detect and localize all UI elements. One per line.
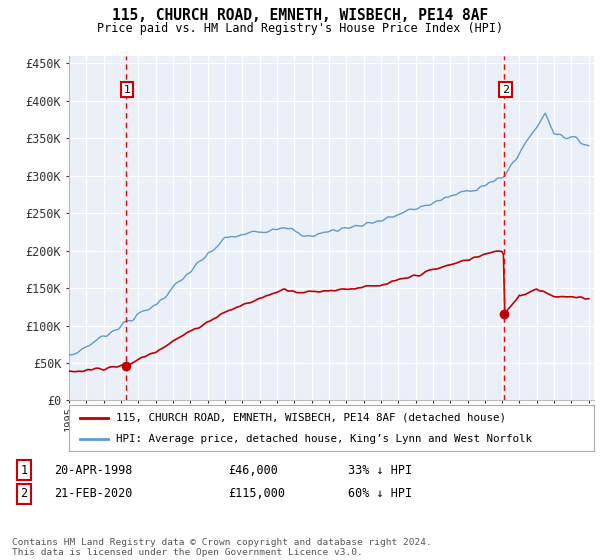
Text: 115, CHURCH ROAD, EMNETH, WISBECH, PE14 8AF (detached house): 115, CHURCH ROAD, EMNETH, WISBECH, PE14 … [116, 413, 506, 423]
Text: Price paid vs. HM Land Registry's House Price Index (HPI): Price paid vs. HM Land Registry's House … [97, 22, 503, 35]
Text: £46,000: £46,000 [228, 464, 278, 477]
Text: 60% ↓ HPI: 60% ↓ HPI [348, 487, 412, 501]
Text: 33% ↓ HPI: 33% ↓ HPI [348, 464, 412, 477]
Text: Contains HM Land Registry data © Crown copyright and database right 2024.
This d: Contains HM Land Registry data © Crown c… [12, 538, 432, 557]
Text: 1: 1 [20, 464, 28, 477]
Text: 20-APR-1998: 20-APR-1998 [54, 464, 133, 477]
Text: 21-FEB-2020: 21-FEB-2020 [54, 487, 133, 501]
Text: HPI: Average price, detached house, King’s Lynn and West Norfolk: HPI: Average price, detached house, King… [116, 435, 532, 444]
Text: £115,000: £115,000 [228, 487, 285, 501]
Text: 2: 2 [502, 85, 509, 95]
Text: 115, CHURCH ROAD, EMNETH, WISBECH, PE14 8AF: 115, CHURCH ROAD, EMNETH, WISBECH, PE14 … [112, 8, 488, 24]
Text: 1: 1 [124, 85, 131, 95]
Text: 2: 2 [20, 487, 28, 501]
